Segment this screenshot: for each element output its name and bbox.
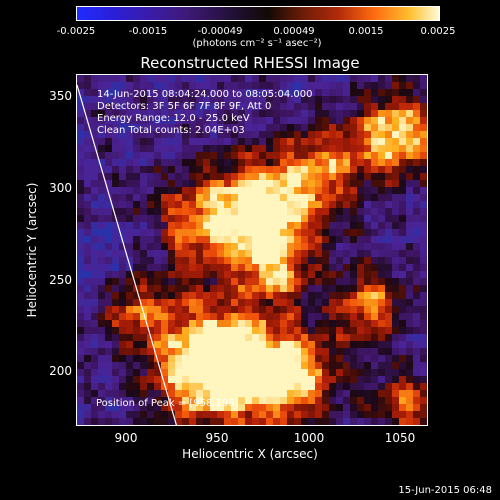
y-tick-label: 250 — [49, 273, 72, 287]
colorbar-tick: 0.0015 — [348, 26, 384, 37]
limb-line — [77, 84, 178, 425]
footer-date: 15-Jun-2015 06:48 — [398, 485, 492, 496]
x-axis-label: Heliocentric X (arcsec) — [182, 447, 318, 461]
image-title: Reconstructed RHESSI Image — [140, 54, 360, 72]
peak-position: Position of Peak = [958,196] — [96, 398, 239, 409]
colorbar-tick: 0.00049 — [273, 26, 315, 37]
x-tick-label: 950 — [205, 431, 229, 445]
x-tick-label: 1050 — [384, 431, 416, 445]
x-tick-label: 1000 — [293, 431, 325, 445]
y-tick-label: 300 — [49, 181, 72, 195]
detectors-info: Detectors: 3F 5F 6F 7F 8F 9F, Att 0 — [97, 101, 272, 112]
y-axis-label: Heliocentric Y (arcsec) — [25, 182, 39, 318]
colorbar — [76, 6, 440, 21]
colorbar-tick: 0.0025 — [420, 26, 456, 37]
energy-range: Energy Range: 12.0 - 25.0 keV — [97, 113, 250, 124]
heatmap-image — [77, 75, 427, 425]
time-range: 14-Jun-2015 08:04:24.000 to 08:05:04.000 — [97, 89, 313, 100]
method-counts: Clean Total counts: 2.04E+03 — [97, 125, 245, 136]
rhessi-image-plot: 14-Jun-2015 08:04:24.000 to 08:05:04.000… — [76, 74, 428, 426]
y-tick-label: 200 — [49, 364, 72, 378]
colorbar-units: (photons cm⁻² s⁻¹ asec⁻²) — [192, 38, 322, 49]
y-tick-label: 350 — [49, 89, 72, 103]
colorbar-tick: -0.0025 — [56, 26, 96, 37]
x-tick-label: 900 — [114, 431, 138, 445]
colorbar-tick: -0.00049 — [197, 26, 243, 37]
colorbar-tick: -0.0015 — [128, 26, 168, 37]
